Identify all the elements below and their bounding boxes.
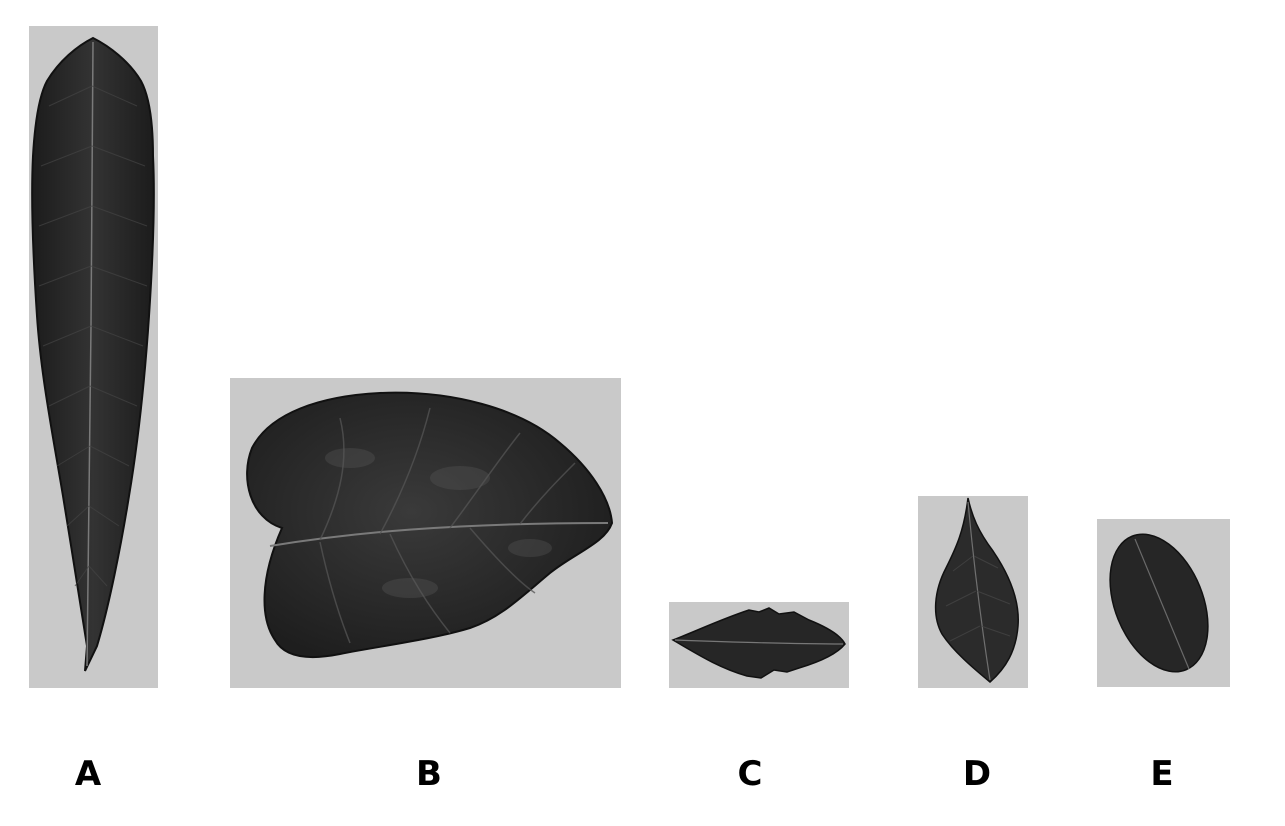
leaf-d-photo xyxy=(918,496,1028,688)
leaf-e-photo xyxy=(1097,519,1230,687)
label-d: D xyxy=(962,754,992,794)
leaf-c-image xyxy=(671,607,846,679)
leaf-b-photo xyxy=(230,378,621,688)
label-a: A xyxy=(74,754,102,794)
leaf-d-image xyxy=(934,497,1019,683)
label-c: C xyxy=(737,754,763,794)
leaf-a-photo xyxy=(29,26,158,688)
label-b: B xyxy=(416,754,442,794)
leaf-c-photo xyxy=(669,602,849,688)
leaf-a-image xyxy=(31,36,155,672)
leaf-e-image xyxy=(1109,533,1209,673)
label-e: E xyxy=(1150,754,1174,794)
leaf-b-image xyxy=(246,391,614,659)
